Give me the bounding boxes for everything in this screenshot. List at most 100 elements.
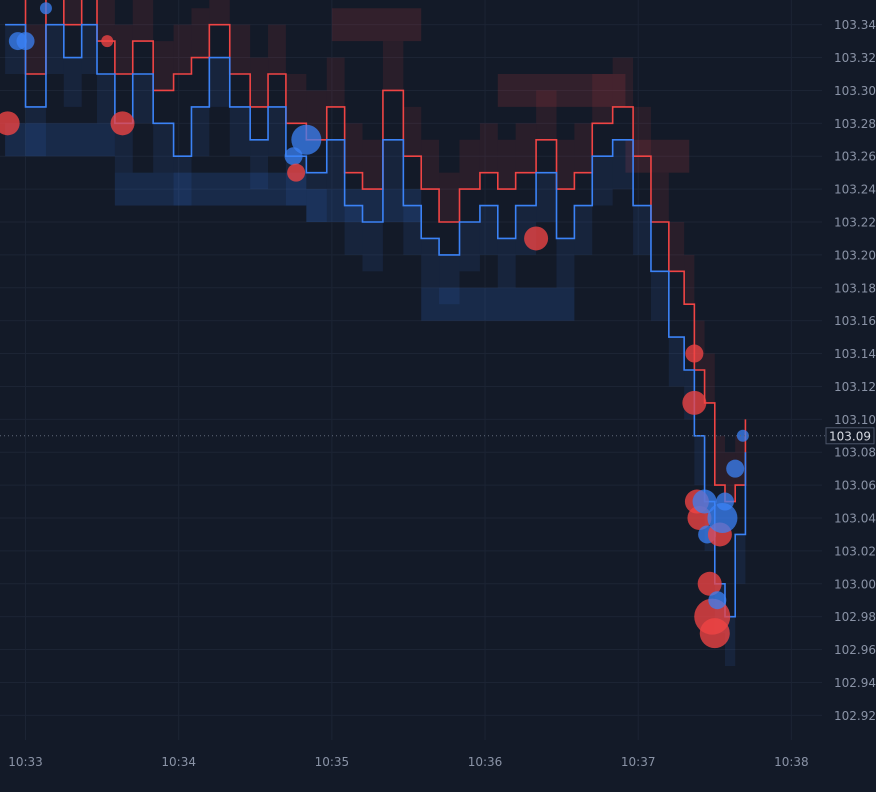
ask-depth-cell (704, 353, 715, 403)
price-tick-label: 103.12 (834, 380, 876, 394)
bid-depth-cell (132, 74, 154, 124)
bid-depth-cell (268, 106, 286, 157)
bid-depth-cell (153, 123, 174, 173)
ask-depth-cell (362, 139, 383, 190)
ask-depth-cell (403, 106, 422, 157)
trade-bubble-buy (708, 591, 727, 610)
bid-depth-cell (574, 205, 593, 255)
ask-depth-cell (382, 41, 404, 91)
ask-depth-cell (132, 0, 154, 42)
bid-depth-cell (694, 435, 705, 486)
price-tick-label: 103.08 (834, 446, 876, 460)
current-price-box (825, 427, 875, 445)
trade-bubble-buy (726, 459, 745, 478)
price-tick-label: 103.30 (834, 84, 876, 98)
liquidity-heatmap (5, 0, 746, 666)
ask-depth-cell (536, 90, 557, 140)
price-tick-label: 103.04 (834, 512, 876, 526)
ask-depth-cell (515, 123, 537, 173)
price-tick-label: 102.96 (834, 643, 876, 657)
time-axis[interactable]: 10:33 10:34 10:35 10:36 10:37 10:38 (8, 755, 808, 769)
ask-depth-cell (684, 254, 695, 305)
ask-depth-cell (285, 74, 307, 124)
price-tick-label: 103.18 (834, 281, 876, 295)
ask-depth-cell (497, 139, 516, 190)
bid-depth-cell (536, 172, 557, 222)
trade-bubble-sell (110, 111, 135, 136)
bid-depth-cell (173, 156, 192, 206)
bid-depth-cell (459, 222, 480, 272)
bid-depth-cell (344, 205, 363, 255)
ask-depth-cell (633, 106, 651, 157)
price-lines (5, 0, 747, 618)
bid-depth-cell (556, 238, 575, 288)
bid-depth-cell (250, 139, 269, 190)
trade-bubble-sell (697, 571, 722, 596)
price-tick-label: 103.06 (834, 479, 876, 493)
bid-depth-cell (668, 337, 685, 387)
ask-depth-cell (114, 24, 133, 75)
ask-depth-cell (668, 222, 685, 272)
price-tick-label: 103.26 (834, 150, 876, 164)
trade-bubble-sell (524, 226, 549, 251)
trade-bubble-buy (291, 124, 322, 155)
ask-depth-cell (63, 0, 82, 25)
price-tick-label: 102.94 (834, 676, 876, 690)
ask-depth-cell (439, 172, 460, 222)
time-tick-label: 10:35 (315, 755, 350, 769)
grid (0, 0, 822, 740)
bid-depth-cell (735, 534, 746, 584)
bid-depth-cell (633, 205, 651, 255)
ask-depth-cell (724, 452, 736, 502)
bid-depth-cell (209, 57, 230, 107)
trade-bubble-buy (715, 492, 734, 511)
ask-depth-cell (268, 24, 286, 75)
bid-depth-cell (326, 139, 345, 190)
bid-depth-cell (229, 106, 251, 157)
price-axis[interactable]: 103.34 103.32 103.30 103.28 103.26 103.24 103.… (834, 18, 876, 723)
bid-depth-cell (612, 139, 634, 190)
price-tick-label: 103.16 (834, 314, 876, 328)
ask-depth-cell (592, 74, 613, 124)
time-tick-label: 10:37 (621, 755, 656, 769)
bid-depth-cell (191, 106, 210, 157)
ask-depth-cell (250, 57, 269, 107)
ask-depth-cell (574, 123, 593, 173)
price-tick-label: 102.98 (834, 610, 876, 624)
bid-depth-cell (439, 254, 460, 305)
price-tick-label: 103.22 (834, 216, 876, 230)
trade-bubble-sell (685, 344, 704, 363)
ask-depth-cell (153, 41, 174, 91)
price-tick-label: 103.20 (834, 248, 876, 262)
ask-depth-cell (459, 139, 480, 190)
trade-bubbles (0, 2, 749, 649)
price-tick-label: 103.24 (834, 183, 876, 197)
liquidity-band-ask (497, 74, 626, 107)
bid-depth-cell (81, 24, 98, 75)
liquidity-band-bid (114, 172, 307, 206)
ask-depth-cell (556, 139, 575, 190)
liquidity-band-bid (421, 287, 575, 321)
time-tick-label: 10:34 (161, 755, 196, 769)
price-tick-label: 103.02 (834, 544, 876, 558)
time-tick-label: 10:36 (468, 755, 503, 769)
trade-bubble-sell (0, 111, 20, 136)
ask-depth-cell (694, 320, 705, 370)
current-price-label: 103.09 (829, 429, 871, 443)
bid-depth-cell (114, 123, 133, 173)
price-tick-label: 103.14 (834, 347, 876, 361)
ask-depth-cell (229, 24, 251, 75)
ask-depth-cell (209, 0, 230, 25)
ask-depth-cell (479, 123, 498, 173)
time-tick-label: 10:33 (8, 755, 43, 769)
current-price-marker: 103.09 (0, 427, 875, 445)
bid-depth-cell (724, 616, 736, 666)
bid-depth-cell (25, 106, 46, 157)
price-tick-label: 103.32 (834, 51, 876, 65)
ask-depth-cell (612, 57, 634, 107)
bid-depth-cell (421, 238, 440, 288)
bid-depth-cell (362, 222, 383, 272)
bid-depth-cell (650, 271, 669, 321)
